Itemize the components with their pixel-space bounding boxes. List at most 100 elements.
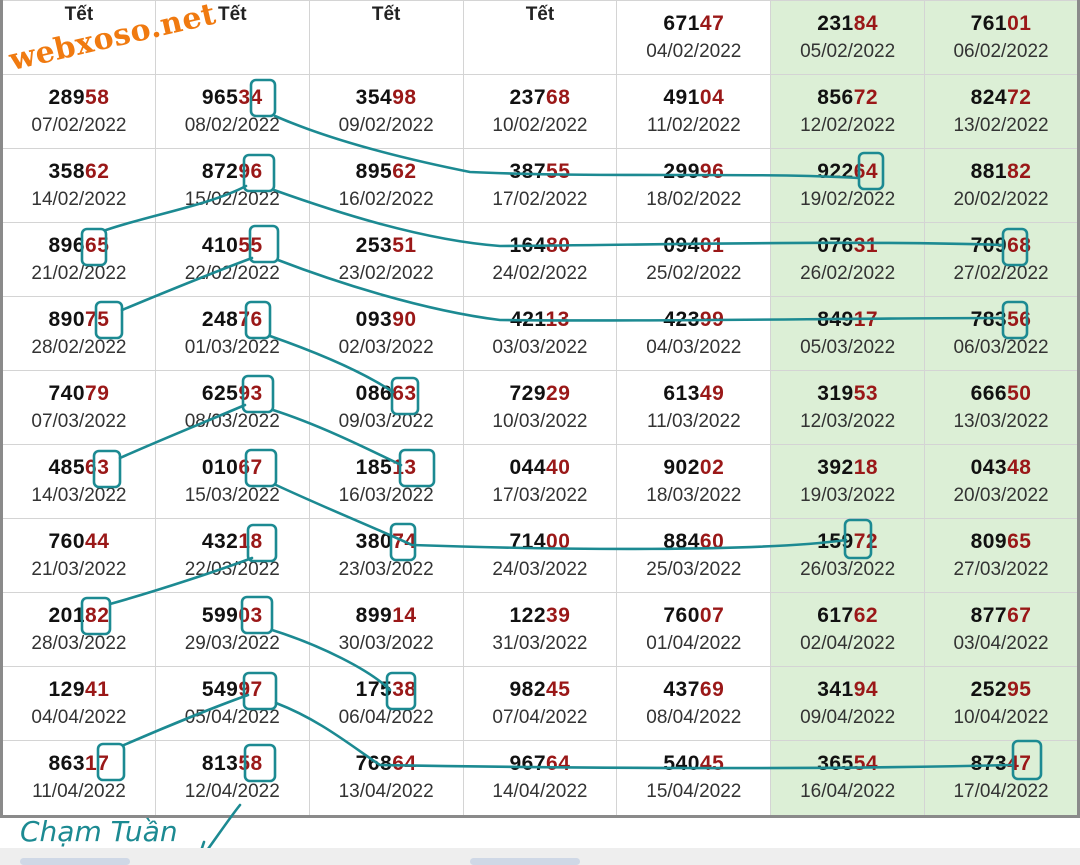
draw-date: 17/02/2022 (492, 188, 588, 210)
number-tail: 63 (85, 455, 110, 479)
result-number: 39218 (771, 455, 924, 481)
number-tail: 17 (85, 752, 110, 776)
number-head: 890 (48, 307, 86, 331)
number-tail: 62 (392, 159, 417, 183)
draw-date: 08/02/2022 (184, 114, 280, 136)
number-head: 617 (817, 603, 854, 627)
number-head: 253 (355, 233, 393, 257)
result-cell: 17538 06/04/2022 (308, 666, 464, 742)
draw-date: 20/03/2022 (953, 484, 1049, 506)
result-number: 78356 (925, 307, 1077, 333)
result-cell: 54997 05/04/2022 (154, 666, 310, 742)
number-head: 093 (355, 307, 393, 331)
table-row: 86317 11/04/2022 81358 12/04/2022 76864 13/04… (0, 740, 1080, 818)
result-cell: 12941 04/04/2022 (0, 666, 156, 742)
result-cell: 25295 10/04/2022 (924, 666, 1080, 742)
result-number: 86317 (3, 751, 155, 777)
result-number: 38074 (310, 529, 463, 555)
draw-date: 06/03/2022 (953, 336, 1049, 358)
number-head: 491 (663, 85, 700, 109)
number-tail: 01 (699, 233, 725, 257)
result-number: 62593 (156, 381, 309, 407)
result-cell: 25351 23/02/2022 (308, 222, 464, 298)
draw-date: 13/02/2022 (953, 114, 1049, 136)
result-number: 74079 (3, 381, 155, 407)
result-cell: 42113 03/03/2022 (462, 296, 618, 372)
result-cell: 04348 20/03/2022 (924, 444, 1080, 520)
draw-date: 13/04/2022 (338, 781, 434, 803)
number-tail: 96 (238, 159, 263, 183)
number-head: 809 (970, 529, 1008, 553)
number-tail: 41 (85, 677, 110, 701)
result-number: 98245 (464, 677, 617, 703)
result-cell: Tết (308, 0, 464, 76)
result-number: 66650 (925, 381, 1077, 407)
number-head: 922 (817, 159, 854, 183)
result-number: 25351 (310, 233, 463, 259)
result-number: 89665 (3, 233, 155, 259)
number-head: 485 (48, 455, 86, 479)
result-cell: 87767 03/04/2022 (924, 592, 1080, 668)
draw-date: 12/03/2022 (800, 410, 896, 432)
result-number: 04348 (925, 455, 1077, 481)
result-cell: Tết (154, 0, 310, 76)
draw-date: 19/02/2022 (800, 188, 896, 210)
result-number: 54045 (617, 751, 770, 777)
draw-date: 14/02/2022 (31, 188, 127, 210)
result-cell: 09401 25/02/2022 (616, 222, 772, 298)
number-tail: 49 (699, 381, 725, 405)
result-number: 76007 (617, 603, 770, 629)
result-cell: 23184 05/02/2022 (770, 0, 926, 76)
number-head: 768 (355, 752, 393, 776)
draw-date: 07/04/2022 (492, 706, 588, 728)
result-number: 23184 (771, 11, 924, 37)
result-cell: 42399 04/03/2022 (616, 296, 772, 372)
draw-date: 26/02/2022 (800, 262, 896, 284)
holiday-label: Tết (525, 3, 555, 25)
draw-date: 18/03/2022 (646, 484, 742, 506)
result-cell: 01067 15/03/2022 (154, 444, 310, 520)
number-tail: 90 (392, 307, 417, 331)
result-number: 61349 (617, 381, 770, 407)
result-cell: 34194 09/04/2022 (770, 666, 926, 742)
result-cell: 85672 12/02/2022 (770, 74, 926, 150)
bottom-bar (0, 848, 1080, 865)
number-tail: 29 (546, 381, 571, 405)
number-tail: 31 (853, 233, 879, 257)
draw-date: 15/02/2022 (184, 188, 280, 210)
number-tail: 13 (392, 455, 417, 479)
number-tail: 65 (1007, 529, 1032, 553)
number-tail: 99 (699, 307, 725, 331)
draw-date: 16/04/2022 (800, 781, 896, 803)
result-number: 42113 (464, 307, 617, 333)
result-cell: 18513 16/03/2022 (308, 444, 464, 520)
draw-date: 25/03/2022 (646, 558, 742, 580)
number-tail: 03 (238, 603, 263, 627)
draw-date: 17/03/2022 (492, 484, 588, 506)
result-cell: 59903 29/03/2022 (154, 592, 310, 668)
number-head: 863 (48, 752, 86, 776)
number-tail: 39 (546, 603, 571, 627)
result-number: 87767 (925, 603, 1077, 629)
result-number: 20182 (3, 603, 155, 629)
result-cell: 89665 21/02/2022 (0, 222, 156, 298)
number-tail: 18 (853, 455, 879, 479)
number-head: 783 (970, 307, 1008, 331)
result-number: 80965 (925, 529, 1077, 555)
draw-date: 23/03/2022 (338, 558, 434, 580)
draw-date: 28/02/2022 (31, 336, 127, 358)
draw-date: 26/03/2022 (800, 558, 896, 580)
number-head: 671 (663, 11, 700, 35)
result-cell: 08663 09/03/2022 (308, 370, 464, 446)
draw-date: 02/03/2022 (338, 336, 434, 358)
number-tail: 63 (392, 381, 417, 405)
result-cell: 98245 07/04/2022 (462, 666, 618, 742)
draw-date: 10/02/2022 (492, 114, 588, 136)
number-head: 201 (48, 603, 86, 627)
result-number: 12239 (464, 603, 617, 629)
number-tail: 94 (853, 677, 879, 701)
number-head: 540 (663, 752, 700, 776)
number-head: 625 (201, 381, 239, 405)
result-cell: 29996 18/02/2022 (616, 148, 772, 224)
result-number: 34194 (771, 677, 924, 703)
